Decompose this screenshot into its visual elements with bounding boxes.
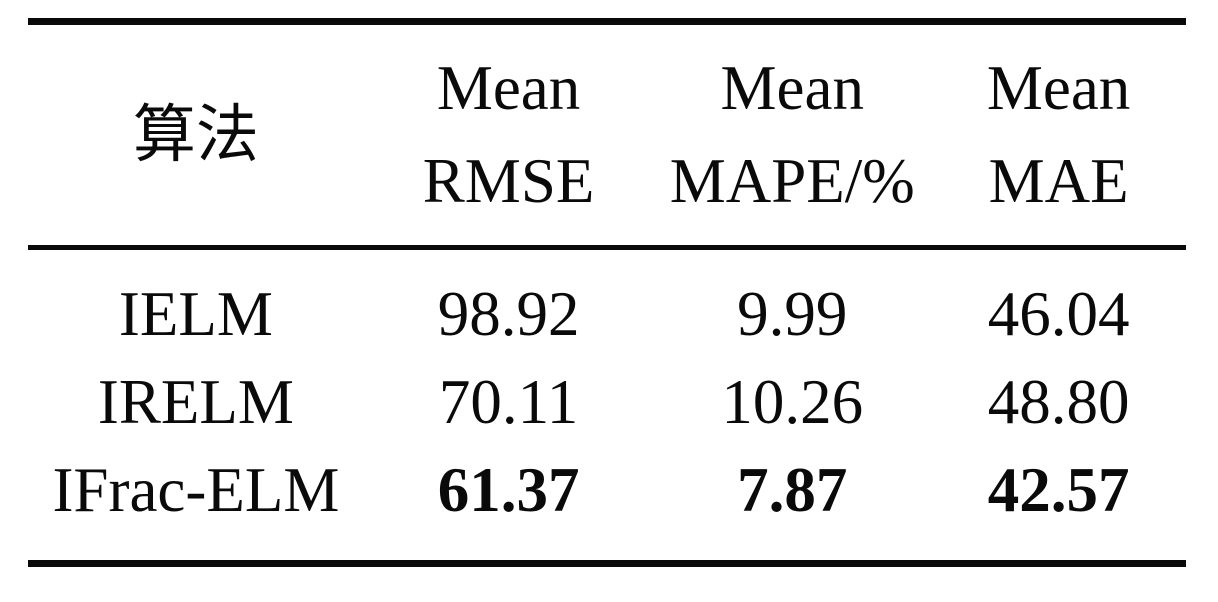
cell-algorithm: IELM (118, 279, 273, 349)
cell-mae: 48.80 (987, 367, 1130, 437)
header-mean-rmse-line2: RMSE (422, 146, 595, 216)
header-mean-rmse: Mean RMSE (364, 42, 654, 228)
table-row-ielm: IELM 98.92 9.99 46.04 (28, 270, 1186, 358)
table-row-ifrac-elm: IFrac-ELM 61.37 7.87 42.57 (28, 446, 1186, 534)
cell-algorithm: IRELM (97, 367, 294, 437)
header-algorithm-label: 算法 (132, 99, 259, 170)
cell-mape: 7.87 (737, 455, 848, 525)
cell-rmse: 98.92 (437, 279, 580, 349)
header-mean-rmse-line1: Mean (436, 53, 581, 123)
header-mean-mae-line1: Mean (986, 53, 1131, 123)
cell-rmse: 61.37 (437, 455, 580, 525)
cell-mae: 46.04 (987, 279, 1130, 349)
table-row-irelm: IRELM 70.11 10.26 48.80 (28, 358, 1186, 446)
header-mean-mape-line1: Mean (720, 53, 864, 123)
cell-mae: 42.57 (987, 455, 1130, 525)
header-mean-mape: Mean MAPE/% (653, 42, 931, 228)
table-body: IELM 98.92 9.99 46.04 IRELM 70.11 10.26 … (28, 250, 1186, 560)
cell-mape: 10.26 (721, 367, 864, 437)
header-mean-mape-line2: MAPE/% (669, 146, 915, 216)
cell-mape: 9.99 (737, 279, 848, 349)
header-mean-mae: Mean MAE (931, 42, 1186, 228)
results-table: 算法 Mean RMSE Mean MAPE/% Mean MAE IELM 9… (28, 18, 1186, 567)
cell-algorithm: IFrac-ELM (52, 455, 340, 525)
header-algorithm: 算法 (28, 89, 364, 182)
header-mean-mae-line2: MAE (988, 146, 1129, 216)
table-header-row: 算法 Mean RMSE Mean MAPE/% Mean MAE (28, 25, 1186, 250)
cell-rmse: 70.11 (438, 367, 579, 437)
